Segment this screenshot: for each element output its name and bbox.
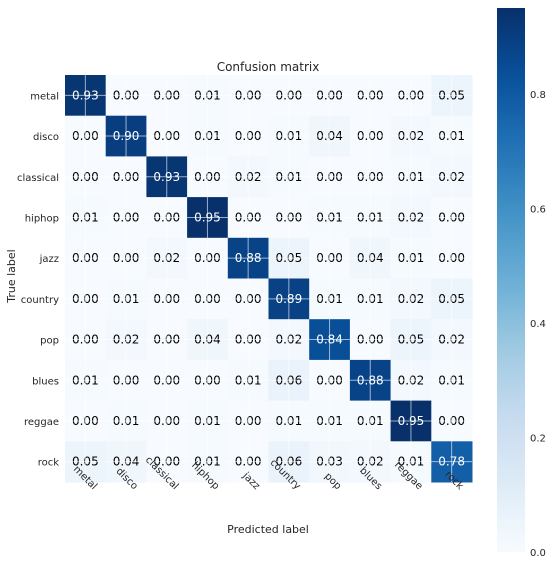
y-tick-label: metal <box>30 91 59 102</box>
y-tick-label: blues <box>32 376 59 387</box>
colorbar <box>497 8 525 552</box>
y-tick-label: reggae <box>24 417 59 428</box>
y-tick-labels: metal disco classical hiphop jazz country pop b… <box>17 91 59 468</box>
chart-title: Confusion matrix <box>217 60 320 74</box>
colorbar-tick-label: 0.2 <box>530 433 546 444</box>
heatmap-cell-labels: 0.930.000.000.010.000.000.000.000.000.05… <box>65 75 472 482</box>
colorbar-tick-labels: 0.0 0.2 0.4 0.6 0.8 <box>530 90 546 559</box>
y-tick-label: country <box>21 295 59 306</box>
x-axis-label: Predicted label <box>227 523 309 536</box>
colorbar-gradient <box>497 8 525 552</box>
colorbar-tick-label: 0.0 <box>530 548 546 559</box>
y-tick-label: disco <box>33 132 59 143</box>
y-tick-label: classical <box>17 173 59 184</box>
colorbar-tick-label: 0.6 <box>530 204 546 215</box>
y-tick-label: hiphop <box>25 213 59 224</box>
y-tick-label: jazz <box>39 254 59 265</box>
y-tick-label: pop <box>40 336 59 347</box>
y-axis-label: True label <box>5 249 18 303</box>
colorbar-tick-label: 0.8 <box>530 90 546 101</box>
y-tick-label: rock <box>38 458 60 469</box>
colorbar-tick-label: 0.4 <box>530 319 546 330</box>
